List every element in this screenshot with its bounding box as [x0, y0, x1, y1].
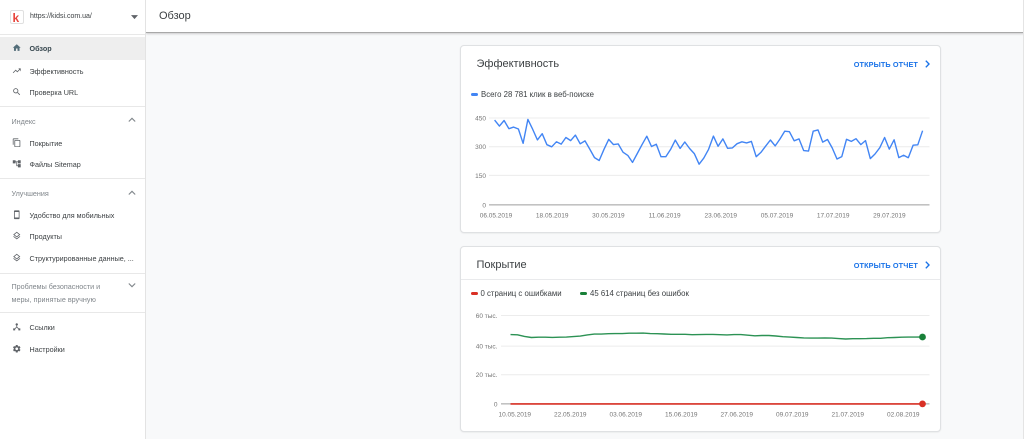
svg-text:0: 0 — [482, 202, 486, 209]
svg-text:60 тыс.: 60 тыс. — [476, 312, 498, 319]
svg-text:23.06.2019: 23.06.2019 — [705, 212, 738, 219]
svg-text:17.07.2019: 17.07.2019 — [817, 212, 850, 219]
svg-text:22.05.2019: 22.05.2019 — [554, 411, 587, 418]
svg-text:15.06.2019: 15.06.2019 — [665, 411, 698, 418]
svg-text:10.05.2019: 10.05.2019 — [499, 411, 532, 418]
svg-text:21.07.2019: 21.07.2019 — [832, 411, 865, 418]
svg-text:09.07.2019: 09.07.2019 — [776, 411, 809, 418]
svg-text:05.07.2019: 05.07.2019 — [761, 212, 794, 219]
svg-text:0: 0 — [494, 401, 498, 408]
svg-text:20 тыс.: 20 тыс. — [476, 372, 498, 379]
svg-text:11.06.2019: 11.06.2019 — [649, 212, 681, 219]
svg-text:27.06.2019: 27.06.2019 — [721, 411, 754, 418]
svg-text:03.06.2019: 03.06.2019 — [610, 411, 643, 418]
svg-text:450: 450 — [475, 115, 486, 122]
svg-text:29.07.2019: 29.07.2019 — [873, 212, 906, 219]
svg-text:02.08.2019: 02.08.2019 — [887, 411, 920, 418]
svg-text:300: 300 — [475, 144, 486, 151]
svg-text:30.05.2019: 30.05.2019 — [592, 212, 625, 219]
svg-text:06.05.2019: 06.05.2019 — [480, 212, 513, 219]
svg-text:18.05.2019: 18.05.2019 — [536, 212, 569, 219]
svg-text:150: 150 — [475, 173, 486, 180]
svg-text:40 тыс.: 40 тыс. — [476, 343, 498, 350]
